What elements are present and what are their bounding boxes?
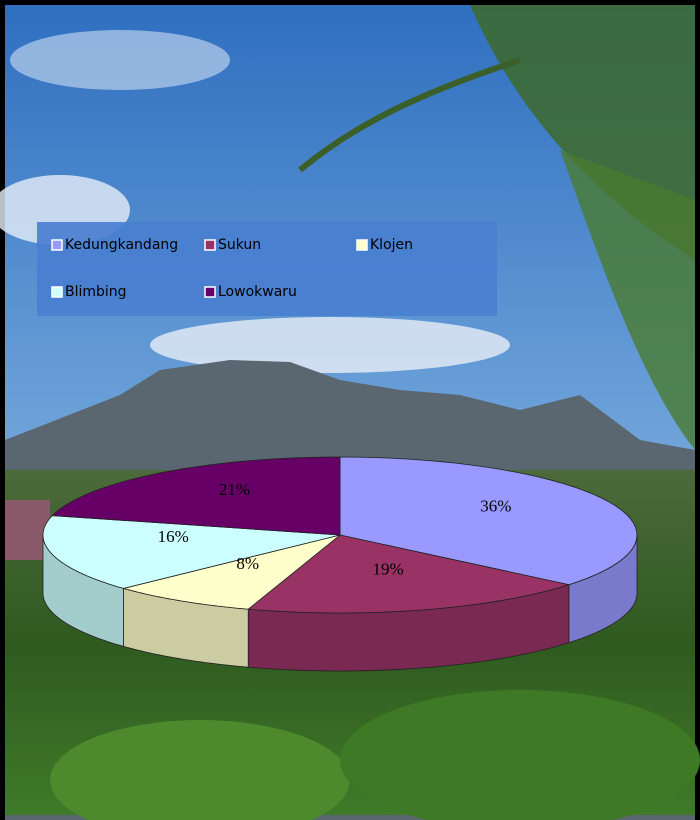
legend-swatch [356, 239, 368, 251]
legend-swatch [51, 286, 63, 298]
legend-box [37, 222, 497, 316]
legend-label: Sukun [218, 237, 261, 253]
legend-swatch [204, 286, 216, 298]
legend-label: Klojen [370, 237, 413, 253]
legend-swatch [51, 239, 63, 251]
data-label: 36% [480, 497, 511, 516]
slice [42, 515, 341, 589]
data-label: 19% [372, 559, 403, 578]
slice [247, 534, 571, 614]
slice [121, 534, 341, 610]
legend-label: Kedungkandang [65, 237, 178, 253]
legend-label: Blimbing [65, 284, 127, 300]
slice [51, 456, 341, 536]
slice [339, 456, 638, 586]
data-label: 21% [219, 480, 250, 499]
data-label: 8% [236, 554, 259, 573]
data-label: 16% [158, 527, 189, 546]
legend-label: Lowokwaru [218, 284, 297, 300]
legend-swatch [204, 239, 216, 251]
